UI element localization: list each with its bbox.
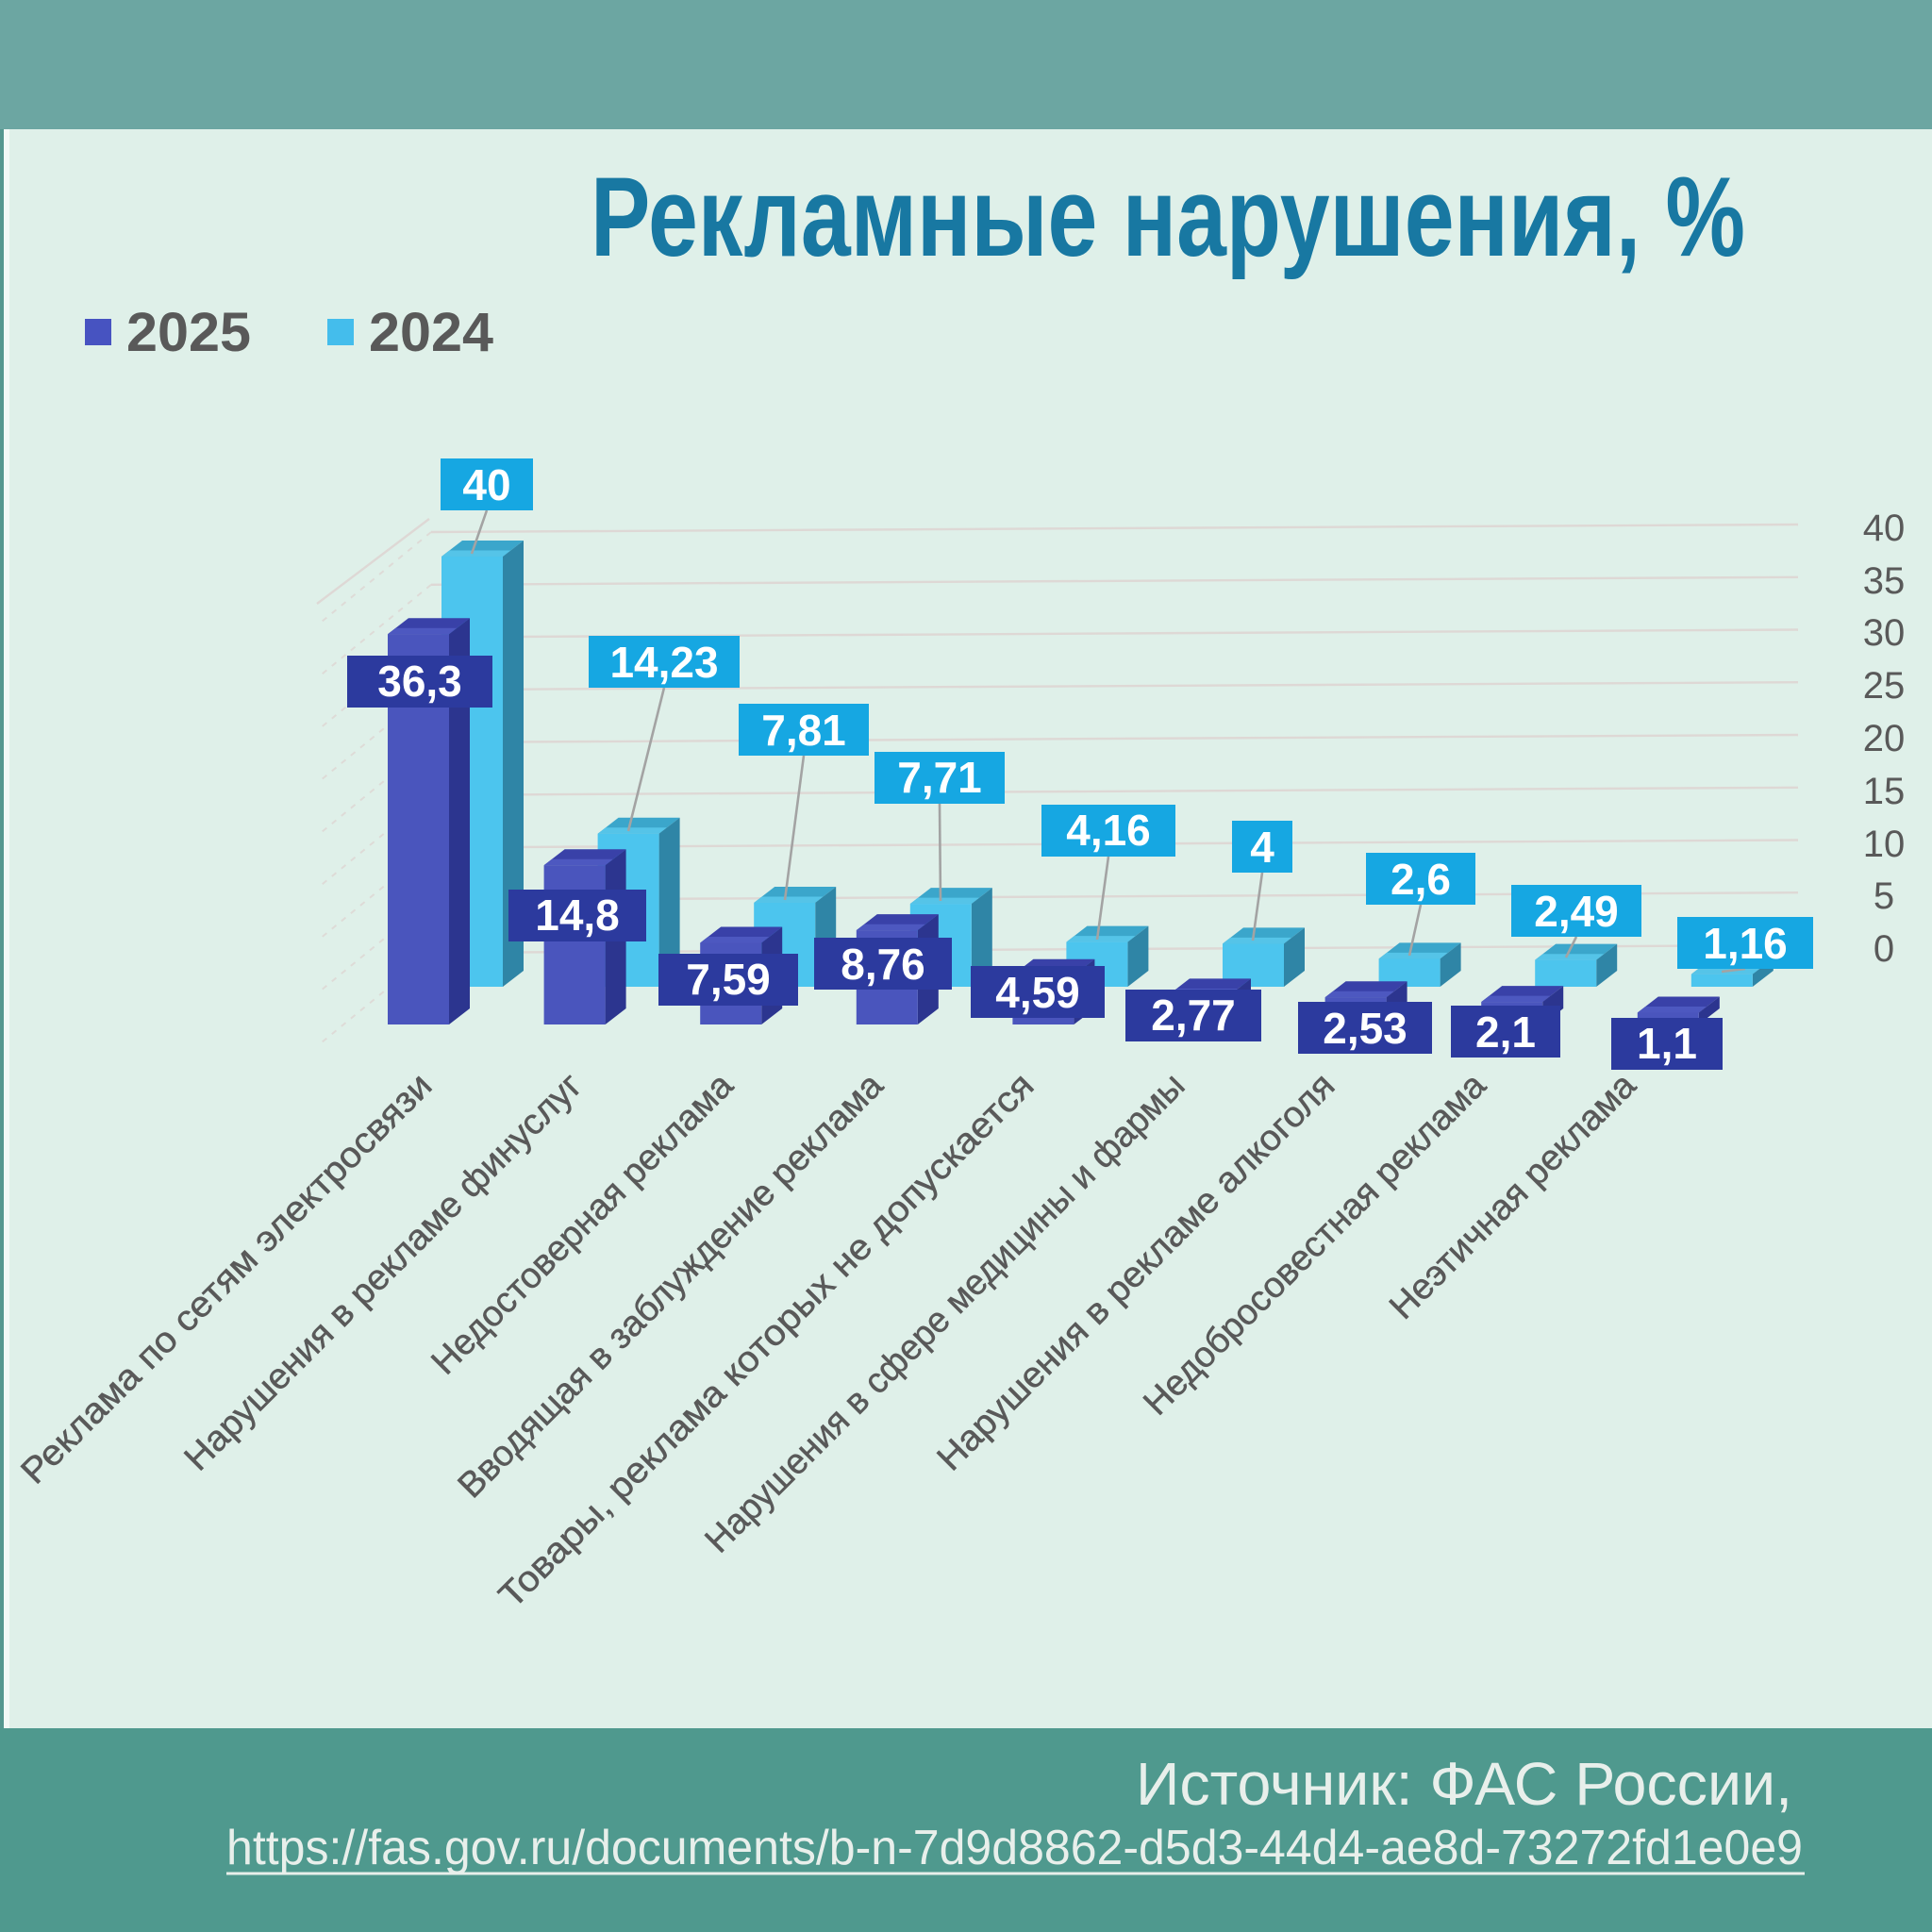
svg-text:20: 20 [1863,718,1906,759]
svg-text:0: 0 [1874,928,1894,970]
svg-text:4: 4 [1250,823,1274,872]
svg-text:2,53: 2,53 [1323,1004,1407,1053]
svg-text:25: 25 [1863,665,1906,707]
svg-text:36,3: 36,3 [377,657,462,706]
svg-text:35: 35 [1863,560,1906,602]
svg-text:2,6: 2,6 [1391,855,1451,904]
svg-text:2025: 2025 [126,302,251,363]
svg-text:8,76: 8,76 [841,940,925,989]
svg-text:10: 10 [1863,824,1906,865]
svg-text:30: 30 [1863,612,1906,654]
svg-text:15: 15 [1863,771,1906,812]
svg-text:2,77: 2,77 [1151,991,1236,1040]
svg-text:7,81: 7,81 [761,706,846,755]
svg-text:7,71: 7,71 [897,753,982,802]
svg-text:Рекламные нарушения, %: Рекламные нарушения, % [591,154,1745,280]
svg-text:4,16: 4,16 [1066,806,1151,855]
svg-text:2024: 2024 [369,302,493,363]
svg-text:1,16: 1,16 [1703,919,1788,968]
svg-text:5: 5 [1874,875,1894,917]
svg-text:14,23: 14,23 [609,638,718,687]
svg-text:4,59: 4,59 [995,968,1080,1017]
svg-text:1,1: 1,1 [1637,1019,1697,1068]
svg-text:2,1: 2,1 [1475,1008,1536,1057]
svg-text:Источник: ФАС России,: Источник: ФАС России, [1136,1750,1792,1818]
svg-text:2,49: 2,49 [1534,887,1619,936]
svg-text:14,8: 14,8 [535,891,620,940]
svg-text:https://fas.gov.ru/documents/b: https://fas.gov.ru/documents/b-n-7d9d886… [226,1821,1803,1875]
svg-text:7,59: 7,59 [686,955,771,1004]
svg-text:40: 40 [462,460,510,509]
svg-text:40: 40 [1863,508,1906,549]
